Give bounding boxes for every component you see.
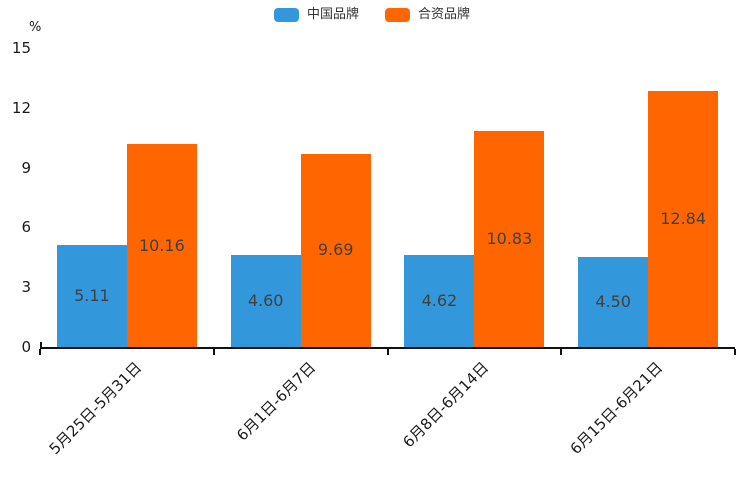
bar-china-1[interactable] (230, 255, 301, 347)
bar-joint-1[interactable] (300, 153, 371, 347)
bar-value-label: 4.50 (595, 292, 631, 312)
bar-china-2[interactable] (404, 254, 475, 347)
x-axis-label: 6月1日-6月7日 (232, 358, 319, 445)
y-tick-label: 15 (11, 39, 31, 57)
y-tick-label: 12 (11, 98, 31, 117)
plot-area: 5.11 4.60 4.62 4.50 10.16 9.69 10.83 12.84 (40, 48, 735, 349)
y-tick-label: 9 (21, 158, 31, 177)
x-axis-tick (212, 349, 215, 355)
legend-label: 中国品牌 (306, 7, 359, 22)
x-axis-label: 5月25日-5月31日 (45, 358, 146, 458)
bar-china-0[interactable] (56, 245, 127, 347)
chart-legend: 中国品牌 合资品牌 (0, 8, 744, 22)
y-tick-label: 3 (21, 278, 31, 297)
bar-value-label: 9.69 (317, 240, 354, 260)
x-axis-tick (734, 349, 736, 355)
bar-value-label: 5.11 (74, 286, 110, 306)
legend-item-joint-venture-brand[interactable]: 合资品牌 (385, 8, 470, 22)
bar-value-label: 4.60 (247, 291, 284, 311)
legend-marker-joint-venture-brand-icon (385, 8, 410, 22)
x-axis-tick (39, 349, 41, 355)
legend-label: 合资品牌 (418, 7, 471, 22)
legend-marker-china-brand-icon (273, 8, 299, 22)
bar-value-label: 10.16 (138, 235, 185, 255)
x-axis-tick (386, 349, 389, 355)
bar-value-label: 12.84 (660, 209, 707, 229)
x-axis-left-stub (40, 342, 42, 347)
bar-china-3[interactable] (578, 257, 649, 347)
x-axis-label: 6月15日-6月21日 (566, 358, 667, 458)
bar-joint-2[interactable] (474, 131, 545, 347)
bar-joint-3[interactable] (648, 91, 719, 347)
y-tick-label: 6 (21, 218, 31, 237)
legend-item-china-brand[interactable]: 中国品牌 (273, 7, 359, 22)
y-axis-unit-label: % (29, 20, 42, 35)
x-axis-label: 6月8日-6月14日 (399, 358, 493, 452)
bar-value-label: 10.83 (486, 229, 533, 249)
bar-joint-0[interactable] (126, 144, 197, 347)
x-axis-tick (560, 349, 563, 355)
bar-value-label: 4.62 (421, 290, 458, 310)
y-tick-label: 0 (21, 338, 31, 356)
